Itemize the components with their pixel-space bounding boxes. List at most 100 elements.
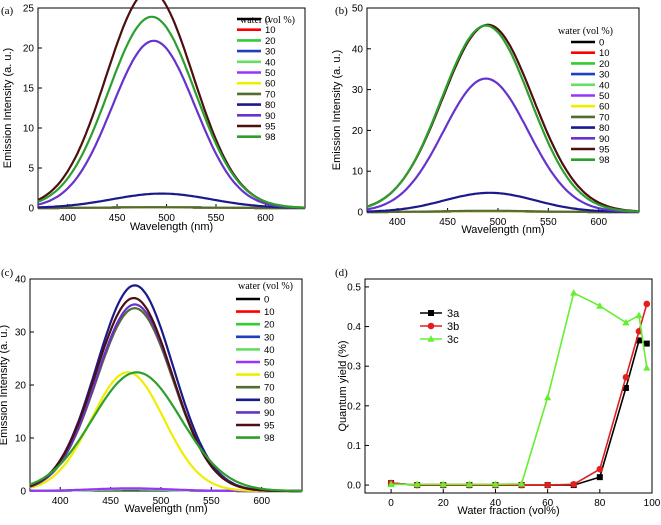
legend-label: 0 — [264, 295, 269, 306]
legend-label: 60 — [264, 370, 275, 381]
y-tick-label: 20 — [15, 381, 27, 392]
x-tick-label: 500 — [490, 217, 507, 228]
y-tick-label: 50 — [352, 4, 364, 15]
panel-d-plot-frame — [364, 278, 653, 494]
series-80-curve — [367, 191, 639, 213]
x-tick-label: 450 — [109, 213, 126, 224]
data-point — [517, 480, 526, 487]
data-point — [643, 300, 651, 308]
data-point — [570, 289, 578, 296]
panel-c-y-ticks: 0 10 20 30 40 — [15, 275, 34, 498]
panel-d: (d) 0 20 40 60 80 100 0.0 0.1 0.2 0.3 0.4 0.5 Wate… — [335, 267, 661, 517]
y-tick-label: 20 — [23, 44, 35, 55]
data-point — [622, 384, 629, 391]
y-tick-label: 0 — [20, 487, 26, 498]
panel-d-y-ticks: 0.0 0.1 0.2 0.3 0.4 0.5 — [347, 282, 369, 492]
x-tick-label: 500 — [158, 213, 175, 224]
x-tick-label: 20 — [438, 498, 450, 509]
legend-label: 60 — [599, 102, 610, 113]
legend-label: 3a — [447, 308, 460, 320]
x-tick-label: 550 — [208, 213, 225, 224]
panel-d-x-ticks: 0 20 40 60 80 100 — [388, 489, 661, 509]
y-tick-label: 30 — [15, 328, 27, 339]
data-point — [427, 322, 435, 330]
x-tick-label: 400 — [52, 496, 69, 507]
series-98-curve — [37, 15, 306, 209]
x-tick-label: 100 — [644, 498, 661, 509]
data-point — [643, 363, 651, 371]
x-tick-label: 550 — [203, 496, 220, 507]
x-tick-label: 60 — [542, 498, 554, 509]
y-tick-label: 10 — [23, 124, 35, 135]
legend-label: 40 — [599, 80, 610, 91]
data-point — [635, 311, 643, 319]
series-80-curve — [37, 192, 305, 209]
legend-label: 95 — [265, 122, 276, 133]
data-point — [491, 480, 500, 488]
panel-b-letter: (b) — [335, 5, 348, 17]
series-70-curve — [367, 209, 639, 214]
x-tick-label: 500 — [153, 496, 170, 507]
legend-label: 0 — [599, 38, 604, 49]
y-tick-label: 10 — [352, 167, 364, 178]
y-tick-label: 20 — [352, 126, 364, 137]
legend-label: 95 — [264, 421, 275, 432]
series-90-curve — [29, 303, 302, 493]
series-70-curve — [29, 306, 302, 493]
legend-label: 40 — [264, 345, 275, 356]
x-tick-label: 0 — [388, 498, 394, 509]
data-point — [439, 480, 447, 488]
x-tick-label: 450 — [439, 217, 456, 228]
legend-label: 30 — [599, 70, 610, 81]
panel-c-y-axis-label: Emission Intensity (a. u.) — [0, 325, 10, 445]
series-70-curve — [38, 206, 305, 210]
legend-label: 80 — [265, 100, 276, 111]
series-60-curve — [29, 371, 302, 493]
y-tick-label: 10 — [15, 434, 27, 445]
data-point — [622, 318, 630, 326]
panel-d-series — [387, 289, 651, 489]
x-tick-label: 600 — [257, 213, 274, 224]
legend-label: 0 — [265, 15, 270, 26]
legend-label: 10 — [264, 307, 275, 318]
panel-b-y-ticks: 0 10 20 30 40 50 — [352, 4, 371, 219]
legend-label: 98 — [265, 132, 276, 143]
legend-label: 3c — [447, 334, 459, 346]
panel-b-y-axis-label: Emission Intensity (a. u.) — [331, 50, 343, 170]
legend-label: 98 — [599, 155, 610, 166]
y-tick-label: 15 — [23, 84, 35, 95]
legend-label: 60 — [265, 79, 276, 90]
legend-label: 20 — [599, 59, 610, 70]
panel-b-x-axis-label: Wavelength (nm) — [461, 224, 544, 236]
y-tick-label: 0.3 — [347, 362, 361, 373]
panel-d-x-axis-label: Water fraction (vol%) — [457, 505, 559, 517]
data-point — [544, 393, 552, 401]
panel-a-letter: (a) — [1, 5, 14, 17]
x-tick-label: 600 — [253, 496, 270, 507]
series-80-curve — [29, 284, 302, 493]
legend-label: 40 — [265, 57, 276, 68]
y-tick-label: 5 — [28, 164, 34, 175]
legend-label: 70 — [264, 383, 275, 394]
legend-label: 90 — [265, 111, 276, 122]
panel-d-y-axis-label: Quantum yield (%) — [337, 340, 349, 431]
x-tick-label: 450 — [102, 496, 119, 507]
legend-label: 50 — [264, 358, 275, 369]
data-point — [413, 480, 421, 488]
y-tick-label: 40 — [352, 44, 364, 55]
panel-a-legend-title: water (vol %) — [240, 15, 295, 26]
legend-label: 50 — [599, 91, 610, 102]
legend-label: 90 — [599, 134, 610, 145]
panel-c-letter: (c) — [1, 267, 14, 279]
x-tick-label: 400 — [389, 217, 406, 228]
data-point — [570, 480, 578, 488]
data-point — [596, 302, 604, 309]
series-90-curve — [366, 77, 639, 213]
y-tick-label: 0 — [28, 204, 34, 215]
